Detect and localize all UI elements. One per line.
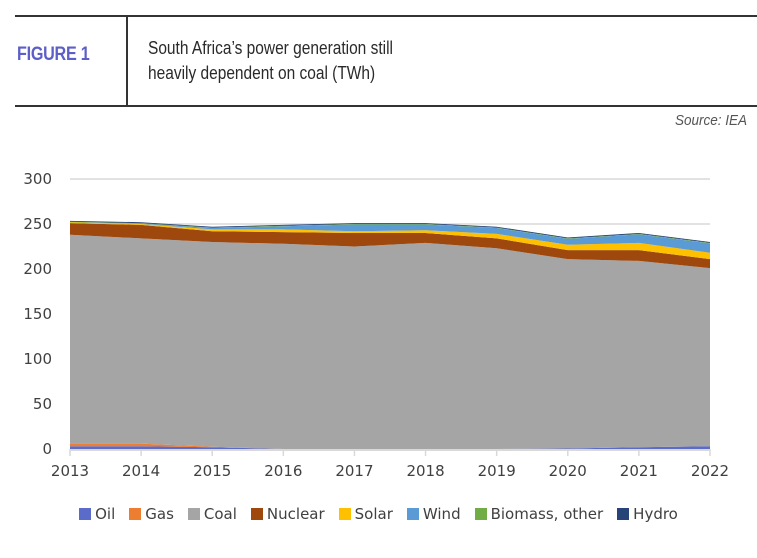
- x-tick-label: 2020: [549, 462, 587, 480]
- y-tick-label: 300: [23, 170, 52, 188]
- legend-label: Oil: [95, 505, 116, 523]
- figure-label: FIGURE 1: [17, 44, 90, 65]
- legend-label: Wind: [422, 505, 461, 523]
- legend-item: Coal: [187, 505, 237, 523]
- figure-title-line-1: South Africa’s power generation still: [148, 38, 393, 58]
- legend-item: Biomass, other: [474, 505, 604, 523]
- source-note: Source: IEA: [674, 112, 747, 129]
- x-tick-label: 2016: [264, 462, 302, 480]
- legend-item: Nuclear: [250, 505, 325, 523]
- legend-swatch: [250, 508, 263, 520]
- legend-label: Hydro: [633, 505, 678, 523]
- x-axis-labels: 2013 2014 2015 2016 2017 2018 2019 2020 2021 2022: [51, 462, 729, 480]
- y-tick-label: 200: [23, 260, 52, 278]
- y-tick-label: 100: [23, 350, 52, 368]
- x-tick-label: 2019: [478, 462, 516, 480]
- figure-title-line-2: heavily dependent on coal (TWh): [148, 63, 376, 83]
- area-series: [70, 220, 710, 449]
- header-divider: [126, 15, 128, 106]
- header-bottom-rule: [15, 105, 757, 107]
- legend-item: Gas: [129, 505, 174, 523]
- area-oil: [70, 446, 710, 449]
- area-coal: [70, 234, 710, 449]
- legend-swatch: [617, 508, 630, 520]
- x-tick-label: 2014: [122, 462, 160, 480]
- legend-label: Solar: [354, 505, 393, 523]
- legend-label: Coal: [203, 505, 237, 523]
- x-tick-label: 2013: [51, 462, 89, 480]
- x-axis: [69, 449, 711, 456]
- legend-swatch: [474, 508, 487, 520]
- legend-item: Wind: [406, 505, 461, 523]
- legend-item: Hydro: [617, 505, 678, 523]
- legend-swatch: [338, 508, 351, 520]
- y-axis-labels: 0 50 100 150 200 250 300: [23, 170, 52, 458]
- figure-title: South Africa’s power generation still he…: [148, 36, 393, 86]
- y-tick-label: 250: [23, 215, 52, 233]
- legend-swatch: [79, 508, 92, 520]
- x-tick-label: 2017: [335, 462, 373, 480]
- x-tick-label: 2015: [193, 462, 231, 480]
- x-tick-label: 2018: [406, 462, 444, 480]
- y-tick-label: 0: [42, 440, 52, 458]
- area-hydro: [70, 220, 710, 243]
- area-nuclear: [70, 223, 710, 269]
- y-tick-label: 50: [33, 395, 52, 413]
- area-wind: [70, 222, 710, 253]
- area-gas: [70, 443, 710, 449]
- legend-item: Oil: [79, 505, 115, 523]
- x-tick-label: 2021: [620, 462, 658, 480]
- header-top-rule: [15, 15, 757, 17]
- legend-swatch: [129, 508, 142, 520]
- legend-label: Gas: [145, 505, 174, 523]
- x-tick-label: 2022: [691, 462, 729, 480]
- legend-item: Solar: [338, 505, 393, 523]
- legend-label: Nuclear: [266, 505, 325, 523]
- legend: Oil Gas Coal Nuclear Solar Wind Biomass, other…: [0, 505, 757, 523]
- legend-label: Biomass, other: [490, 505, 604, 523]
- legend-swatch: [187, 508, 200, 520]
- y-tick-label: 150: [23, 305, 52, 323]
- legend-swatch: [406, 508, 419, 520]
